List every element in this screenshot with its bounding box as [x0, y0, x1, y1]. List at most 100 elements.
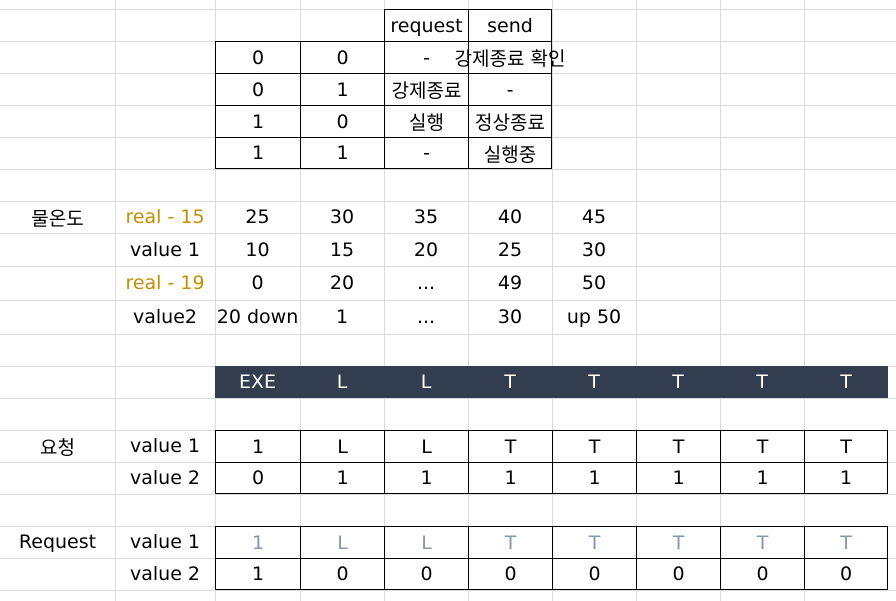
exe-header-cell[interactable]: T	[552, 366, 636, 398]
water-temp-value[interactable]: 20 down	[216, 306, 299, 328]
gridline-horizontal	[0, 300, 896, 301]
request-row-name[interactable]: value 1	[129, 531, 201, 553]
request-value[interactable]: L	[300, 526, 384, 558]
gridline-horizontal	[0, 398, 896, 399]
top-table-cell[interactable]: 실행	[384, 105, 468, 137]
exe-header-cell[interactable]: L	[384, 366, 468, 398]
top-table-cell[interactable]: 0	[300, 41, 384, 73]
yocheong-label[interactable]: 요청	[40, 436, 75, 459]
gridline-horizontal	[0, 334, 896, 335]
top-table-cell[interactable]: 실행중	[468, 137, 552, 169]
water-temp-value[interactable]: 0	[251, 272, 264, 294]
yocheong-value[interactable]: 1	[636, 462, 720, 494]
request-value[interactable]: T	[804, 526, 888, 558]
request-value[interactable]: T	[552, 526, 636, 558]
yocheong-value[interactable]: 1	[215, 430, 300, 462]
yocheong-row-name[interactable]: value 1	[129, 435, 201, 457]
request-value[interactable]: 0	[468, 558, 552, 590]
top-table-cell[interactable]: 정상종료	[468, 105, 552, 137]
request-value[interactable]: 1	[215, 558, 300, 590]
water-temp-value[interactable]: 45	[581, 206, 607, 228]
request-value[interactable]: L	[384, 526, 468, 558]
yocheong-value[interactable]: 0	[215, 462, 300, 494]
water-temp-label[interactable]: 물온도	[31, 207, 84, 230]
top-table-cell[interactable]: -	[384, 137, 468, 169]
water-temp-row-name[interactable]: real - 19	[125, 272, 205, 294]
request-value[interactable]: T	[636, 526, 720, 558]
exe-header-cell[interactable]: T	[804, 366, 888, 398]
yocheong-value[interactable]: 1	[552, 462, 636, 494]
top-table-cell[interactable]: 1	[215, 105, 300, 137]
request-value[interactable]: 0	[300, 558, 384, 590]
water-temp-value[interactable]: 1	[335, 306, 349, 328]
water-temp-value[interactable]: 35	[413, 206, 439, 228]
water-temp-value[interactable]: 25	[497, 238, 523, 261]
exe-header-cell[interactable]: EXE	[215, 366, 300, 398]
top-table-header-cell[interactable]: send	[468, 9, 552, 41]
water-temp-value[interactable]: 20	[329, 272, 355, 294]
top-table-header-cell[interactable]	[215, 9, 300, 41]
request-value[interactable]: 0	[720, 558, 804, 590]
request-row-name[interactable]: value 2	[129, 563, 201, 585]
request-value[interactable]: 0	[384, 558, 468, 590]
water-temp-value[interactable]: 30	[581, 238, 607, 261]
top-table-cell[interactable]: 강제종료	[384, 73, 468, 105]
yocheong-value[interactable]: 1	[720, 462, 804, 494]
water-temp-value[interactable]: 25	[245, 206, 270, 228]
water-temp-value[interactable]: 50	[581, 272, 607, 294]
request-value[interactable]: 0	[552, 558, 636, 590]
water-temp-value[interactable]: 30	[329, 206, 355, 228]
exe-header-cell[interactable]: L	[300, 366, 384, 398]
top-table-header-cell[interactable]: request	[384, 9, 468, 41]
request-value[interactable]: T	[720, 526, 804, 558]
exe-header-cell[interactable]: T	[468, 366, 552, 398]
top-table-cell[interactable]: 강제종료 확인	[455, 41, 565, 73]
gridline-horizontal	[0, 169, 896, 170]
water-temp-value[interactable]: 10	[245, 238, 270, 261]
water-temp-row-name[interactable]: value 1	[129, 238, 201, 261]
water-temp-value[interactable]: 20	[413, 238, 439, 261]
yocheong-value[interactable]: T	[720, 430, 804, 462]
top-table-cell[interactable]: 0	[215, 73, 300, 105]
water-temp-value[interactable]: up 50	[566, 306, 622, 328]
yocheong-row-name[interactable]: value 2	[129, 467, 201, 489]
water-temp-value[interactable]: ...	[416, 272, 436, 294]
yocheong-value[interactable]: L	[300, 430, 384, 462]
water-temp-row-name[interactable]: value2	[133, 306, 197, 328]
yocheong-value[interactable]: T	[552, 430, 636, 462]
yocheong-value[interactable]: T	[804, 430, 888, 462]
top-table-cell[interactable]: 1	[300, 73, 384, 105]
yocheong-value[interactable]: 1	[804, 462, 888, 494]
top-table-cell[interactable]: 1	[300, 137, 384, 169]
water-temp-value[interactable]: 30	[497, 306, 523, 328]
water-temp-value[interactable]: 40	[497, 206, 523, 228]
yocheong-value[interactable]: T	[468, 430, 552, 462]
exe-header-cell[interactable]: T	[636, 366, 720, 398]
gridline-horizontal	[0, 201, 896, 202]
request-value[interactable]: 1	[215, 526, 300, 558]
yocheong-value[interactable]: 1	[468, 462, 552, 494]
gridline-horizontal	[0, 494, 896, 495]
water-temp-value[interactable]: ...	[416, 306, 436, 328]
top-table-cell[interactable]: 0	[215, 41, 300, 73]
top-table-cell[interactable]: 0	[300, 105, 384, 137]
yocheong-value[interactable]: T	[636, 430, 720, 462]
request-label[interactable]: Request	[18, 531, 97, 553]
yocheong-value[interactable]: 1	[300, 462, 384, 494]
top-table-cell[interactable]: 1	[215, 137, 300, 169]
yocheong-value[interactable]: L	[384, 430, 468, 462]
request-value[interactable]: T	[468, 526, 552, 558]
water-temp-value[interactable]: 15	[329, 238, 355, 261]
exe-header-cell[interactable]: T	[720, 366, 804, 398]
yocheong-value[interactable]: 1	[384, 462, 468, 494]
top-table-cell[interactable]: -	[468, 73, 552, 105]
top-table-header-cell[interactable]	[300, 9, 384, 41]
gridline-horizontal	[0, 590, 896, 591]
request-value[interactable]: 0	[804, 558, 888, 590]
gridline-horizontal	[0, 266, 896, 267]
top-table-cell[interactable]: -	[384, 41, 468, 73]
water-temp-row-name[interactable]: real - 15	[125, 206, 205, 228]
water-temp-value[interactable]: 49	[497, 272, 523, 294]
request-value[interactable]: 0	[636, 558, 720, 590]
